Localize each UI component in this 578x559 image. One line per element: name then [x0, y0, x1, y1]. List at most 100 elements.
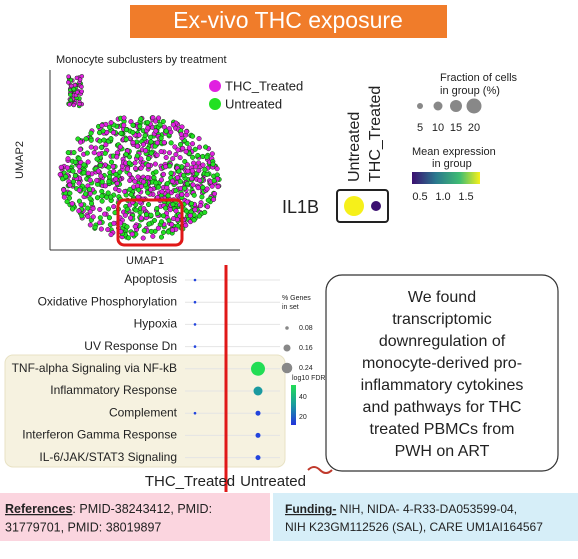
umap-point	[200, 162, 206, 168]
umap-point	[117, 144, 123, 150]
umap-point	[158, 219, 165, 225]
umap-point	[116, 187, 122, 194]
umap-point	[165, 229, 171, 235]
legend-tick-label: 15	[450, 122, 462, 134]
umap-point	[72, 173, 78, 179]
umap-point	[145, 156, 152, 162]
umap-point	[148, 187, 154, 193]
umap-point	[214, 166, 220, 172]
umap-point	[58, 164, 64, 170]
pathway-label: Apoptosis	[124, 272, 177, 286]
umap-point	[79, 213, 85, 219]
umap-point	[209, 151, 215, 157]
legend-tick-label: 1.0	[435, 191, 450, 203]
umap-point	[189, 141, 196, 147]
umap-point	[157, 122, 163, 128]
umap-point	[175, 147, 181, 153]
umap-point	[137, 210, 143, 216]
umap-point	[174, 175, 181, 181]
legend-swatch	[209, 98, 221, 110]
umap-point	[133, 207, 139, 213]
umap-point	[184, 181, 190, 187]
umap-point	[106, 174, 112, 180]
umap-point	[108, 120, 114, 126]
umap-point	[160, 171, 167, 177]
pathway-label: Inflammatory Response	[50, 383, 177, 397]
umap-point	[111, 220, 117, 226]
umap-point	[113, 176, 119, 182]
umap-point	[134, 153, 140, 159]
umap-point	[205, 197, 211, 203]
umap-point	[77, 146, 83, 152]
umap-point	[185, 168, 191, 174]
umap-point	[130, 122, 136, 128]
legend-title: Fraction of cells	[440, 72, 518, 84]
umap-point	[145, 190, 151, 196]
umap-point	[148, 212, 154, 218]
pathway-dot	[193, 345, 197, 348]
funding-panel	[273, 493, 578, 541]
umap-point	[164, 181, 170, 187]
umap-point	[57, 171, 63, 178]
umap-point	[162, 205, 169, 211]
umap-point	[97, 206, 103, 213]
umap-point	[133, 165, 139, 172]
umap-point	[81, 162, 87, 168]
umap-point	[65, 156, 71, 162]
umap-point	[108, 194, 114, 200]
umap-point	[114, 154, 120, 160]
umap-point	[148, 150, 154, 156]
umap-point	[196, 160, 202, 166]
umap-point	[98, 226, 104, 232]
umap-point	[141, 179, 147, 185]
umap-point	[184, 129, 190, 135]
umap-point	[64, 199, 70, 205]
finding-line: PWH on ART	[395, 443, 490, 460]
umap-point	[124, 224, 130, 230]
umap-point	[92, 224, 98, 230]
umap-point	[176, 168, 182, 174]
umap-point	[159, 189, 165, 195]
pathway-dot	[193, 300, 197, 304]
umap-point	[124, 166, 131, 172]
umap-point	[166, 217, 172, 223]
umap-point	[196, 213, 202, 219]
umap-point	[163, 154, 169, 161]
umap-point	[197, 203, 204, 209]
umap-point	[69, 83, 74, 89]
umap-point	[137, 123, 143, 129]
umap-point	[187, 213, 193, 219]
umap-point	[151, 175, 157, 181]
umap-point	[173, 208, 179, 214]
umap-point	[191, 217, 197, 223]
umap-point	[167, 207, 173, 213]
umap-point	[106, 178, 112, 185]
highlight-panel	[4, 354, 286, 468]
pathway-dot	[255, 432, 261, 438]
expression-dot	[371, 201, 381, 211]
umap-point	[211, 196, 217, 202]
umap-point	[106, 215, 112, 221]
funding-label: Funding-	[285, 502, 336, 516]
umap-point	[184, 162, 190, 168]
size-legend-dot	[283, 344, 291, 352]
umap-point	[126, 160, 132, 166]
umap-point	[145, 201, 152, 208]
title-banner	[130, 5, 447, 38]
umap-point	[138, 215, 144, 221]
umap-point	[130, 129, 136, 136]
umap-point	[121, 115, 127, 121]
umap-point	[169, 221, 175, 228]
legend-title: % Genes	[282, 295, 311, 302]
group-label: THC_Treated	[367, 86, 384, 182]
umap-point	[67, 102, 72, 107]
umap-point	[191, 160, 197, 166]
umap-point	[190, 133, 196, 139]
umap-point	[99, 179, 105, 185]
umap-point	[94, 156, 100, 162]
umap-point	[87, 222, 93, 228]
umap-point	[104, 194, 110, 200]
umap-point	[90, 214, 96, 220]
umap-point	[161, 139, 167, 146]
umap-point	[108, 136, 114, 142]
